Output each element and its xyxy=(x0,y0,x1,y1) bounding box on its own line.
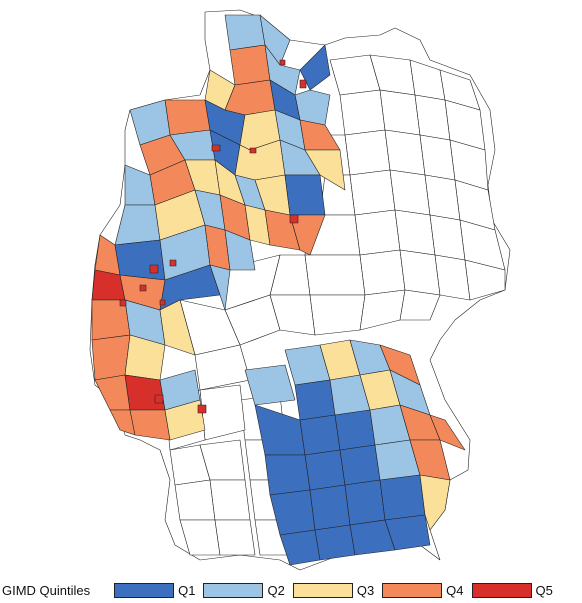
district-region xyxy=(159,299,196,356)
district-region xyxy=(229,44,271,86)
district-region xyxy=(434,254,471,301)
district-region xyxy=(399,289,441,321)
district-region xyxy=(304,254,366,296)
district-region xyxy=(284,174,326,216)
legend-item-q4: Q4 xyxy=(382,582,464,598)
district-region xyxy=(394,209,436,256)
legend-item-q1: Q1 xyxy=(114,582,196,598)
legend-label: Q4 xyxy=(446,582,464,598)
map-legend: GIMD Quintiles Q1 Q2 Q3 Q4 Q5 xyxy=(0,580,582,600)
district-region xyxy=(314,524,356,561)
district-region xyxy=(429,414,466,451)
district-region xyxy=(419,474,451,531)
legend-item-q5: Q5 xyxy=(471,582,553,598)
district-region xyxy=(389,169,431,216)
district-region xyxy=(289,214,299,224)
district-region xyxy=(384,514,431,551)
district-region xyxy=(464,259,506,301)
district-region xyxy=(209,264,231,311)
district-region xyxy=(304,149,346,191)
legend-swatch xyxy=(292,582,353,598)
legend-swatch xyxy=(203,582,264,598)
district-region xyxy=(309,294,366,336)
district-region xyxy=(209,479,251,521)
legend-item-q3: Q3 xyxy=(292,582,375,598)
district-region xyxy=(154,394,164,404)
district-region xyxy=(279,59,286,66)
district-region xyxy=(199,384,246,441)
legend-swatch xyxy=(382,582,443,598)
district-region xyxy=(244,364,296,406)
district-region xyxy=(94,374,131,411)
district-region xyxy=(349,169,396,216)
district-region xyxy=(379,474,426,521)
district-region xyxy=(164,99,211,136)
germany-district-map xyxy=(89,9,511,571)
district-region xyxy=(214,519,256,556)
district-region xyxy=(264,454,311,496)
district-region xyxy=(289,214,326,256)
legend-swatch xyxy=(114,582,175,598)
district-region xyxy=(384,129,426,176)
district-region xyxy=(197,404,207,414)
district-region xyxy=(264,44,301,96)
district-region xyxy=(211,144,221,152)
legend-item-q2: Q2 xyxy=(203,582,285,598)
legend-title: GIMD Quintiles xyxy=(2,582,91,598)
district-region xyxy=(299,414,341,456)
district-region xyxy=(159,299,166,306)
district-region xyxy=(224,229,256,271)
district-region xyxy=(344,479,386,526)
district-region xyxy=(299,79,307,89)
district-region xyxy=(169,259,177,267)
district-region xyxy=(399,249,441,296)
district-region xyxy=(339,444,381,486)
legend-label: Q1 xyxy=(178,582,196,598)
district-region xyxy=(299,44,331,91)
district-region xyxy=(119,299,127,307)
legend-label: Q3 xyxy=(356,582,375,598)
district-region xyxy=(339,89,386,136)
district-region xyxy=(224,14,266,51)
district-region xyxy=(429,214,466,261)
district-region xyxy=(124,374,166,411)
district-region xyxy=(294,379,336,421)
legend-label: Q5 xyxy=(535,582,553,598)
district-region xyxy=(174,479,216,521)
district-region xyxy=(309,484,351,531)
district-region xyxy=(414,94,451,141)
district-region xyxy=(344,129,391,176)
district-region xyxy=(164,399,206,441)
district-region xyxy=(91,334,131,381)
district-region xyxy=(149,264,159,274)
district-region xyxy=(304,449,346,491)
district-region xyxy=(334,409,376,451)
district-region xyxy=(379,89,421,136)
district-region xyxy=(419,134,456,181)
district-region xyxy=(139,284,147,292)
district-region xyxy=(249,147,257,154)
legend-label: Q2 xyxy=(267,582,285,598)
district-region xyxy=(354,209,401,256)
district-region xyxy=(424,174,461,221)
district-region xyxy=(359,249,406,296)
district-region xyxy=(114,239,166,281)
legend-swatch xyxy=(471,582,532,598)
